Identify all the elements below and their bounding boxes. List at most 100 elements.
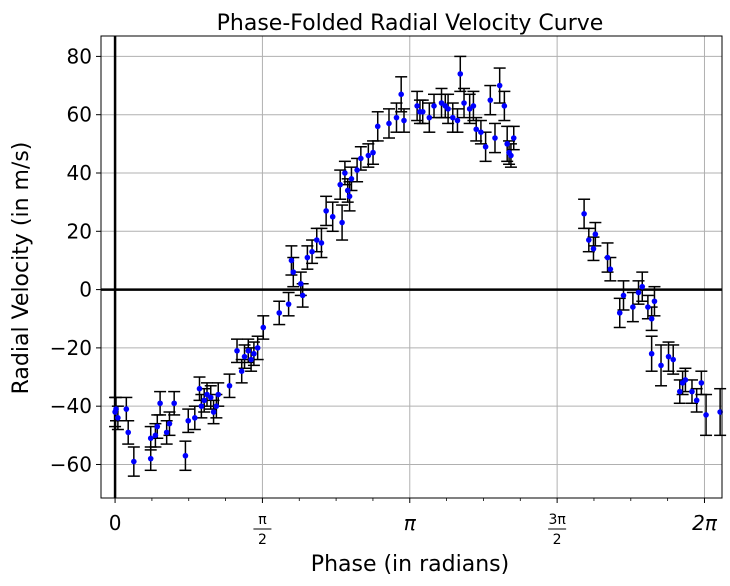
data-point <box>658 362 664 369</box>
data-point <box>154 423 161 430</box>
data-point <box>241 353 248 360</box>
data-point <box>607 266 614 272</box>
data-point <box>254 345 261 351</box>
data-point <box>386 120 392 127</box>
data-point <box>198 403 205 409</box>
data-point <box>288 257 295 264</box>
data-point <box>248 356 254 363</box>
data-point <box>290 269 297 275</box>
data-point <box>342 170 348 176</box>
data-point <box>449 114 456 121</box>
y-tick-label: 80 <box>67 44 92 68</box>
data-point <box>207 394 214 401</box>
data-point <box>693 397 700 404</box>
data-point <box>182 452 189 459</box>
data-point <box>478 129 484 135</box>
y-tick-label: −60 <box>50 452 92 476</box>
data-point <box>185 417 192 424</box>
data-point <box>201 397 207 404</box>
y-tick-label: 0 <box>79 278 92 302</box>
data-point <box>196 385 203 392</box>
data-point <box>365 152 372 159</box>
data-point <box>703 412 709 418</box>
data-point <box>245 348 252 354</box>
x-tick-numerator: 3π <box>548 512 566 528</box>
data-point <box>651 298 658 305</box>
data-point <box>131 458 137 465</box>
data-point <box>648 350 655 357</box>
axis-ticks <box>96 55 705 503</box>
data-point <box>492 135 498 141</box>
plot-frame <box>100 35 723 499</box>
x-axis-label: Phase (in radians) <box>311 552 509 577</box>
data-point <box>585 237 592 243</box>
data-point <box>318 240 325 246</box>
data-points <box>112 71 723 465</box>
y-tick-label: 60 <box>67 103 92 127</box>
data-point <box>166 420 173 427</box>
data-point <box>276 310 283 316</box>
data-point <box>457 71 464 77</box>
data-point <box>590 245 597 252</box>
data-point <box>210 409 217 415</box>
data-point <box>496 82 503 89</box>
y-tick-label: −20 <box>50 336 92 360</box>
x-tick-denominator: 2 <box>553 532 562 548</box>
data-point <box>304 254 311 261</box>
data-point <box>309 248 315 255</box>
data-point <box>226 382 233 389</box>
data-point <box>374 123 381 130</box>
data-point <box>152 432 159 439</box>
y-tick-labels: −60 −40 −20 0 20 40 60 80 <box>50 44 92 476</box>
data-point <box>648 315 655 322</box>
error-bars <box>109 55 727 477</box>
data-point <box>676 388 683 395</box>
data-point <box>125 429 132 436</box>
data-point <box>398 91 404 98</box>
data-point <box>348 176 355 182</box>
data-point <box>639 283 646 290</box>
data-point <box>487 97 494 103</box>
data-point <box>370 149 376 156</box>
chart-title: Phase-Folded Radial Velocity Curve <box>217 11 604 36</box>
data-point <box>419 108 426 115</box>
data-point <box>192 415 198 421</box>
data-point <box>358 155 364 162</box>
data-point <box>339 219 345 226</box>
data-point <box>445 106 451 112</box>
data-point <box>163 429 170 436</box>
x-tick-label: 3π2 <box>548 512 566 548</box>
y-tick-label: −40 <box>50 394 92 418</box>
data-point <box>620 292 627 299</box>
data-point <box>616 310 623 316</box>
x-tick-label: π <box>404 511 417 535</box>
data-point <box>698 380 705 386</box>
x-tick-label: 0 <box>109 511 122 535</box>
data-point <box>510 135 517 141</box>
data-point <box>670 356 677 363</box>
data-point <box>299 292 306 299</box>
x-tick-label: 2π <box>692 511 718 535</box>
data-point <box>393 114 400 121</box>
data-point <box>157 400 163 407</box>
data-point <box>401 117 407 124</box>
x-tick-label: π2 <box>253 512 272 548</box>
data-point <box>426 114 433 121</box>
data-point <box>147 435 154 442</box>
data-point <box>346 193 353 200</box>
data-point <box>215 391 222 398</box>
data-point <box>482 143 489 150</box>
y-tick-label: 40 <box>67 161 92 185</box>
data-point <box>171 400 177 407</box>
data-point <box>337 181 344 188</box>
data-point <box>645 304 651 310</box>
x-tick-denominator: 2 <box>258 532 267 548</box>
data-point <box>461 100 467 106</box>
data-point <box>630 304 636 310</box>
data-point <box>501 103 508 109</box>
data-point <box>473 126 480 133</box>
data-point <box>682 377 689 383</box>
data-point <box>298 280 304 287</box>
